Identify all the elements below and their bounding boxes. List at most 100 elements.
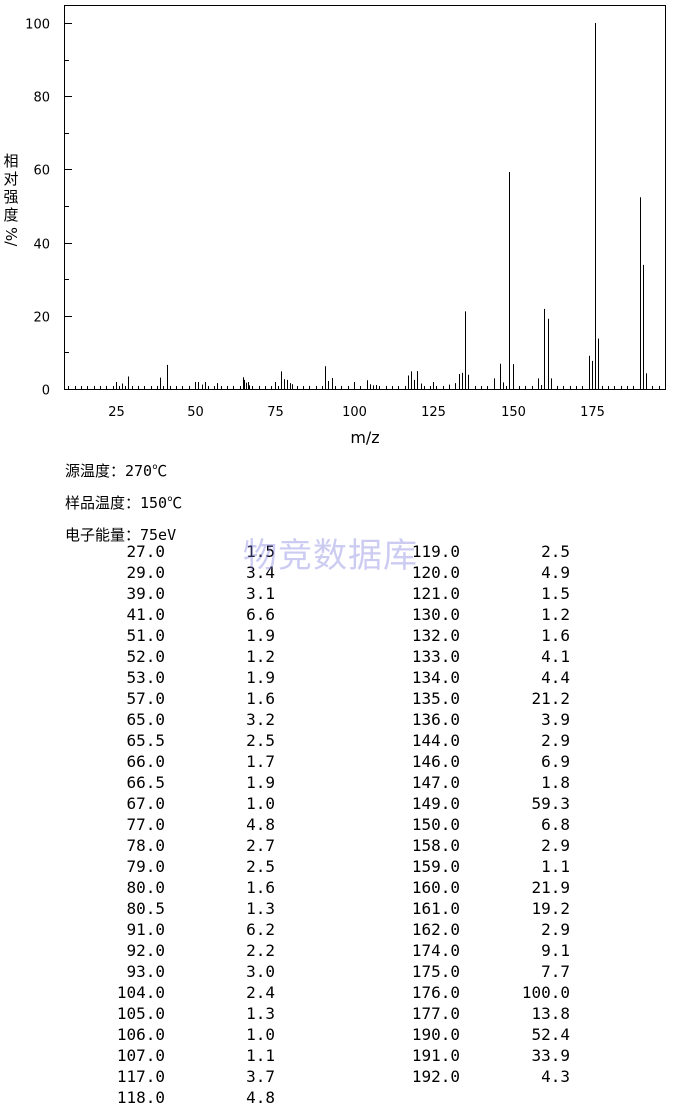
y-tick-label: 100 bbox=[25, 18, 50, 33]
y-tick-label: 40 bbox=[33, 238, 50, 253]
intensity-cell: 1.6 bbox=[246, 689, 275, 708]
intensity-cell: 2.4 bbox=[246, 983, 275, 1002]
intensity-cell: 1.7 bbox=[246, 752, 275, 771]
intensity-cell: 3.2 bbox=[246, 710, 275, 729]
intensity-cell: 1.6 bbox=[246, 878, 275, 897]
mz-cell: 51.0 bbox=[126, 626, 165, 645]
intensity-cell: 1.9 bbox=[246, 626, 275, 645]
table-row: 119.0 2.5 bbox=[0, 541, 680, 562]
mz-cell: 130.0 bbox=[411, 605, 460, 624]
mz-cell: 147.0 bbox=[411, 773, 460, 792]
y-axis-label: 相 对 强 度 %/ bbox=[2, 152, 20, 247]
mz-cell: 27.0 bbox=[126, 542, 165, 561]
table-row: 106.0 1.0 bbox=[0, 1024, 680, 1045]
intensity-cell: 59.3 bbox=[531, 794, 570, 813]
x-tick-label: 150 bbox=[501, 405, 526, 420]
intensity-cell: 33.9 bbox=[531, 1046, 570, 1065]
sample-temperature: 样品温度：150℃ bbox=[65, 494, 183, 512]
intensity-cell: 2.9 bbox=[541, 920, 570, 939]
mz-cell: 192.0 bbox=[411, 1067, 460, 1086]
mz-cell: 135.0 bbox=[411, 689, 460, 708]
table-row: 150.0 6.8 bbox=[0, 814, 680, 835]
table-row: 190.0 52.4 bbox=[0, 1024, 680, 1045]
intensity-cell: 13.8 bbox=[531, 1004, 570, 1023]
table-row: 91.0 6.2 bbox=[0, 919, 680, 940]
y-axis-label-char-2: 对 bbox=[3, 170, 19, 188]
mz-cell: 77.0 bbox=[126, 815, 165, 834]
table-row: 39.0 3.1 bbox=[0, 583, 680, 604]
x-tick-label: 50 bbox=[187, 405, 204, 420]
x-tick-label: 25 bbox=[108, 405, 125, 420]
mz-cell: 53.0 bbox=[126, 668, 165, 687]
mz-cell: 65.5 bbox=[126, 731, 165, 750]
x-tick-label: 100 bbox=[342, 405, 367, 420]
mz-cell: 107.0 bbox=[116, 1046, 165, 1065]
table-row: 104.0 2.4 bbox=[0, 982, 680, 1003]
table-row: 41.0 6.6 bbox=[0, 604, 680, 625]
intensity-cell: 1.9 bbox=[246, 668, 275, 687]
table-row: 192.0 4.3 bbox=[0, 1066, 680, 1087]
table-row: 161.0 19.2 bbox=[0, 898, 680, 919]
intensity-cell: 1.3 bbox=[246, 1004, 275, 1023]
table-row: 149.0 59.3 bbox=[0, 793, 680, 814]
intensity-cell: 6.8 bbox=[541, 815, 570, 834]
mz-cell: 134.0 bbox=[411, 668, 460, 687]
intensity-cell: 6.2 bbox=[246, 920, 275, 939]
table-row: 132.0 1.6 bbox=[0, 625, 680, 646]
intensity-cell: 2.9 bbox=[541, 731, 570, 750]
mz-cell: 120.0 bbox=[411, 563, 460, 582]
mz-cell: 176.0 bbox=[411, 983, 460, 1002]
intensity-cell: 21.2 bbox=[531, 689, 570, 708]
x-tick-label: 125 bbox=[421, 405, 446, 420]
intensity-cell: 3.9 bbox=[541, 710, 570, 729]
mz-cell: 106.0 bbox=[116, 1025, 165, 1044]
mz-cell: 144.0 bbox=[411, 731, 460, 750]
table-row: 135.0 21.2 bbox=[0, 688, 680, 709]
intensity-cell: 4.3 bbox=[541, 1067, 570, 1086]
table-row: 65.0 3.2 bbox=[0, 709, 680, 730]
x-tick-label: 175 bbox=[580, 405, 605, 420]
table-row: 93.0 3.0 bbox=[0, 961, 680, 982]
intensity-cell: 52.4 bbox=[531, 1025, 570, 1044]
mz-cell: 105.0 bbox=[116, 1004, 165, 1023]
mz-cell: 177.0 bbox=[411, 1004, 460, 1023]
table-row: 118.0 4.8 bbox=[0, 1087, 680, 1108]
intensity-cell: 4.8 bbox=[246, 1088, 275, 1107]
table-row: 174.0 9.1 bbox=[0, 940, 680, 961]
table-row: 66.5 1.9 bbox=[0, 772, 680, 793]
table-row: 53.0 1.9 bbox=[0, 667, 680, 688]
mz-cell: 104.0 bbox=[116, 983, 165, 1002]
mz-cell: 79.0 bbox=[126, 857, 165, 876]
mz-cell: 78.0 bbox=[126, 836, 165, 855]
electron-energy: 电子能量：75eV bbox=[65, 526, 177, 544]
table-row: 133.0 4.1 bbox=[0, 646, 680, 667]
mz-cell: 133.0 bbox=[411, 647, 460, 666]
table-row: 120.0 4.9 bbox=[0, 562, 680, 583]
intensity-cell: 1.6 bbox=[541, 626, 570, 645]
x-tick-label: 75 bbox=[267, 405, 284, 420]
intensity-cell: 2.7 bbox=[246, 836, 275, 855]
intensity-cell: 21.9 bbox=[531, 878, 570, 897]
source-temperature: 源温度：270℃ bbox=[65, 462, 168, 480]
y-axis-label-unit: %/ bbox=[2, 227, 20, 247]
table-row: 159.0 1.1 bbox=[0, 856, 680, 877]
mz-cell: 52.0 bbox=[126, 647, 165, 666]
table-row: 160.0 21.9 bbox=[0, 877, 680, 898]
mz-cell: 191.0 bbox=[411, 1046, 460, 1065]
mz-cell: 80.5 bbox=[126, 899, 165, 918]
mz-cell: 161.0 bbox=[411, 899, 460, 918]
intensity-cell: 19.2 bbox=[531, 899, 570, 918]
intensity-cell: 4.9 bbox=[541, 563, 570, 582]
intensity-cell: 2.5 bbox=[246, 731, 275, 750]
y-tick-label: 0 bbox=[42, 384, 50, 399]
table-row: 66.0 1.7 bbox=[0, 751, 680, 772]
mz-cell: 117.0 bbox=[116, 1067, 165, 1086]
intensity-cell: 3.0 bbox=[246, 962, 275, 981]
y-tick-label: 60 bbox=[33, 164, 50, 179]
intensity-cell: 1.1 bbox=[541, 857, 570, 876]
table-row: 134.0 4.4 bbox=[0, 667, 680, 688]
table-row: 162.0 2.9 bbox=[0, 919, 680, 940]
table-row: 144.0 2.9 bbox=[0, 730, 680, 751]
mz-cell: 190.0 bbox=[411, 1025, 460, 1044]
mz-cell: 41.0 bbox=[126, 605, 165, 624]
